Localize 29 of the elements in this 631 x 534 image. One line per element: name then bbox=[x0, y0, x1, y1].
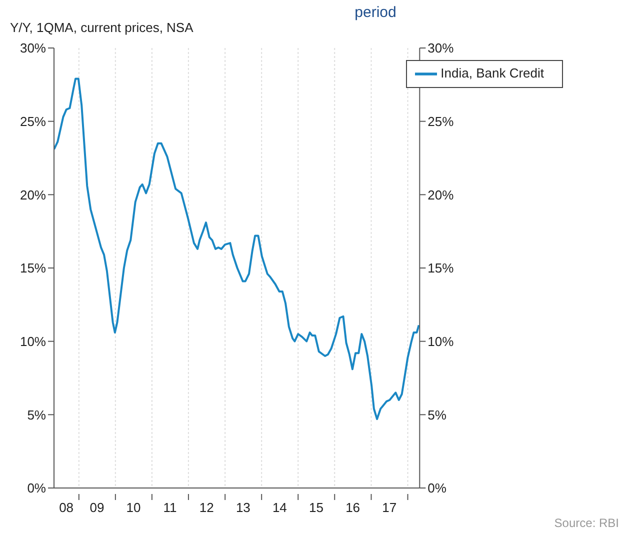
source-note: Source: RBI bbox=[553, 516, 620, 530]
x-tick-label: 15 bbox=[308, 500, 324, 515]
y-tick-label: 10% bbox=[20, 334, 46, 349]
x-tick-label: 14 bbox=[272, 500, 287, 515]
y-tick-label: 0% bbox=[27, 480, 46, 496]
y-axis-title: Y/Y, 1QMA, current prices, NSA bbox=[10, 20, 194, 35]
y2-tick-label: 10% bbox=[428, 334, 454, 349]
y2-tick-label: 5% bbox=[428, 407, 447, 422]
line-series bbox=[54, 78, 420, 420]
x-tick-label: 10 bbox=[126, 500, 141, 515]
y-tick-label: 25% bbox=[20, 114, 46, 129]
y2-tick-label: 30% bbox=[428, 40, 454, 56]
chart-title: period bbox=[354, 4, 398, 21]
x-tick-label: 11 bbox=[163, 500, 177, 515]
legend-label: India, Bank Credit bbox=[440, 65, 544, 80]
y-tick-label: 5% bbox=[27, 407, 46, 422]
x-tick-label: 13 bbox=[236, 500, 250, 515]
y2-tick-label: 15% bbox=[428, 260, 454, 276]
y-tick-label: 20% bbox=[20, 187, 46, 202]
y-tick-label: 15% bbox=[20, 260, 46, 276]
x-tick-label: 08 bbox=[59, 500, 74, 515]
x-tick-label: 09 bbox=[90, 500, 104, 515]
y-tick-label: 30% bbox=[20, 40, 46, 56]
x-tick-label: 16 bbox=[346, 500, 360, 515]
y2-tick-label: 20% bbox=[428, 187, 454, 202]
y2-tick-label: 0% bbox=[428, 480, 447, 496]
x-tick-label: 17 bbox=[382, 500, 397, 515]
x-tick-label: 12 bbox=[199, 500, 214, 515]
y2-tick-label: 25% bbox=[428, 114, 454, 129]
